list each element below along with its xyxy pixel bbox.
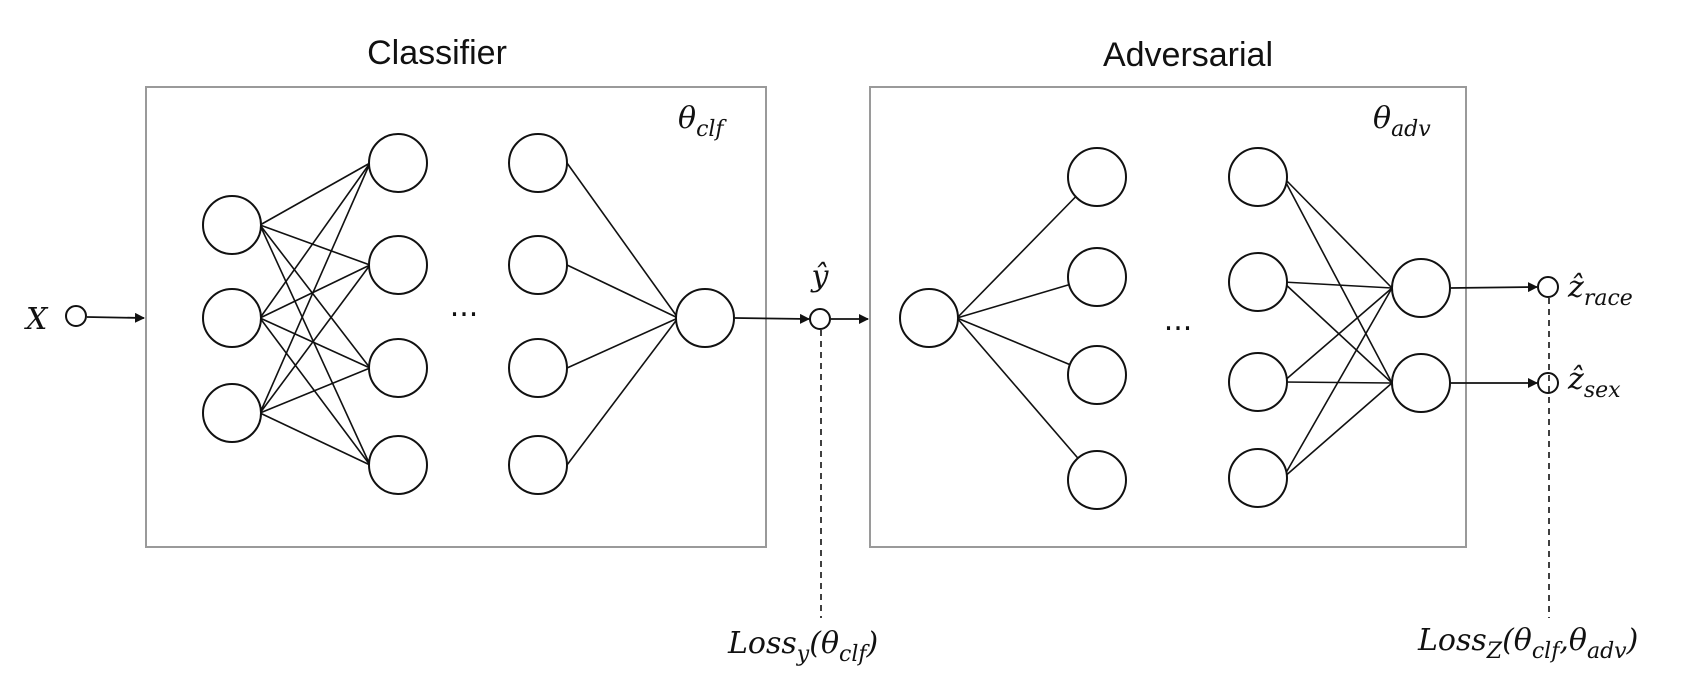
neuron	[1391, 258, 1451, 318]
adversarial-layer-2	[1067, 147, 1127, 510]
classifier-ellipsis: ...	[450, 289, 479, 324]
classifier-param-label: θclf	[678, 101, 727, 142]
classifier-output-arrow	[734, 313, 810, 324]
neuron	[1067, 345, 1127, 405]
loss-z-separator: ,	[1559, 623, 1569, 658]
loss-z-theta1-sub: clf	[1532, 639, 1563, 664]
classifier-param-sub: clf	[696, 117, 727, 142]
adversarial-param-base: θ	[1373, 101, 1391, 136]
neuron	[508, 133, 568, 193]
prediction-label: ŷ	[810, 259, 830, 294]
input-label: X	[24, 302, 49, 337]
race-output-label: ẑrace	[1567, 270, 1633, 311]
loss-y-open-paren: (	[809, 626, 822, 661]
loss-z-label: LossZ(θclf,θadv)	[1417, 623, 1638, 664]
loss-y-label: Lossy(θclf)	[727, 626, 878, 667]
neuron	[368, 435, 428, 495]
adversarial-param-label: θadv	[1373, 101, 1431, 142]
classifier-box	[145, 86, 767, 548]
classifier-layer-1	[202, 195, 262, 443]
loss-y-theta-sub: clf	[839, 642, 870, 667]
loss-z-open-paren: (	[1502, 623, 1515, 658]
neuron	[508, 435, 568, 495]
race-output-arrow	[1450, 282, 1538, 293]
sex-output-sub: sex	[1584, 378, 1621, 403]
neuron	[1391, 353, 1451, 413]
neuron	[368, 338, 428, 398]
neuron	[1228, 352, 1288, 412]
race-output-sub: race	[1584, 286, 1633, 311]
classifier-layer-3	[508, 133, 568, 495]
adversarial-input-neuron	[899, 288, 959, 348]
sex-output-label: ẑsex	[1567, 362, 1621, 403]
neuron	[1067, 147, 1127, 207]
neuron	[1067, 247, 1127, 307]
loss-y-sub: y	[796, 642, 810, 667]
input-node	[65, 305, 87, 327]
adversarial-output-layer	[1391, 258, 1451, 413]
adversarial-edges-layer3-outputs	[1282, 176, 1393, 479]
loss-z-sub: Z	[1486, 639, 1503, 664]
adversarial-ellipsis: ...	[1164, 303, 1193, 338]
neuron	[508, 235, 568, 295]
neuron	[508, 338, 568, 398]
prediction-node	[809, 308, 831, 330]
classifier-layer-2	[368, 133, 428, 495]
loss-z-theta1: θ	[1514, 623, 1532, 658]
neuron	[368, 235, 428, 295]
sex-output-base: ẑ	[1567, 362, 1584, 397]
input-arrow	[86, 312, 145, 323]
neuron	[368, 133, 428, 193]
adversarial-layer-3	[1228, 147, 1288, 508]
loss-z-close-paren: )	[1626, 623, 1639, 658]
neuron	[202, 383, 262, 443]
loss-z-theta2-sub: adv	[1587, 639, 1627, 664]
classifier-edges-layer1-layer2	[259, 162, 371, 466]
neuron	[1228, 252, 1288, 312]
classifier-output-neuron	[675, 288, 735, 348]
loss-z-theta2: θ	[1569, 623, 1587, 658]
neuron	[202, 288, 262, 348]
loss-y-base: Loss	[727, 626, 797, 661]
neuron	[202, 195, 262, 255]
neuron	[1228, 448, 1288, 508]
loss-z-base: Loss	[1417, 623, 1487, 658]
adversarial-param-sub: adv	[1391, 117, 1431, 142]
loss-y-close-paren: )	[866, 626, 879, 661]
adversarial-edges-input-layer2	[956, 176, 1096, 479]
neuron	[1228, 147, 1288, 207]
classifier-title: Classifier	[367, 34, 507, 72]
race-output-node	[1537, 276, 1559, 298]
loss-y-theta: θ	[821, 626, 839, 661]
classifier-edges-layer3-output	[566, 162, 679, 466]
sex-output-node	[1537, 372, 1559, 394]
neuron	[1067, 450, 1127, 510]
adversarial-title: Adversarial	[1103, 36, 1273, 74]
classifier-param-base: θ	[678, 101, 696, 136]
race-output-base: ẑ	[1567, 270, 1584, 305]
adversarial-box	[869, 86, 1467, 548]
